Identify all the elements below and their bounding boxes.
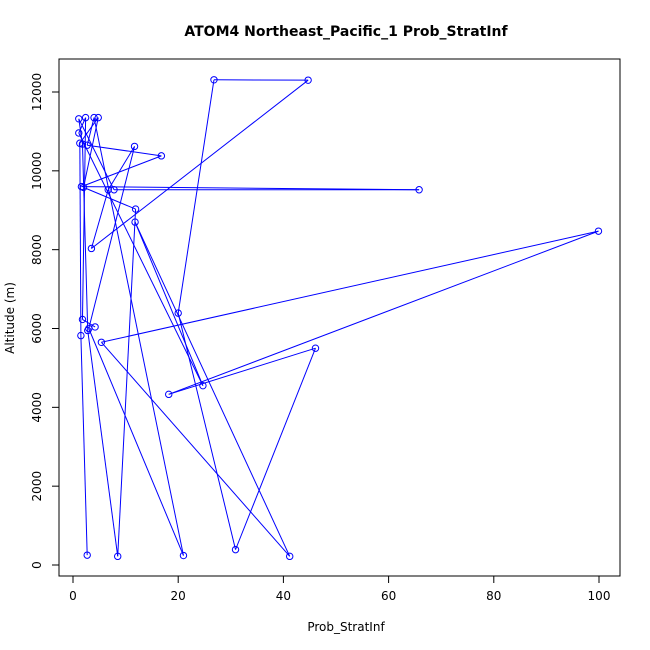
series-segment — [101, 341, 291, 557]
series-segment — [177, 313, 237, 550]
data-point — [110, 186, 118, 194]
data-point — [165, 390, 173, 399]
data-point — [594, 227, 603, 235]
series-segment — [90, 189, 109, 249]
y-tick-label: 12000 — [30, 73, 44, 111]
data-point — [94, 113, 102, 122]
x-axis-label: Prob_StratInf — [307, 620, 385, 634]
y-tick-label: 6000 — [30, 313, 44, 344]
series-segment — [117, 209, 137, 557]
series-segment — [78, 132, 204, 386]
series-segment — [81, 117, 87, 320]
series-segment — [83, 186, 136, 210]
data-point — [286, 552, 294, 561]
data-point — [199, 381, 207, 390]
x-tick-label: 40 — [276, 589, 291, 603]
x-tick-label: 20 — [171, 589, 186, 603]
data-point — [75, 129, 83, 137]
x-tick-label: 100 — [588, 589, 611, 603]
series-segment — [235, 348, 316, 550]
chart-title: ATOM4 Northeast_Pacific_1 Prob_StratInf — [184, 24, 508, 40]
series-segment — [134, 221, 204, 386]
data-point — [77, 182, 86, 191]
series-segment — [83, 117, 99, 188]
x-tick-label: 0 — [69, 589, 77, 603]
data-point — [77, 331, 85, 340]
data-point — [157, 152, 166, 160]
y-tick-label: 0 — [30, 561, 44, 569]
x-axis: 0 20 40 60 80 100 — [69, 575, 611, 603]
data-point — [210, 76, 218, 84]
series-segment — [81, 186, 420, 191]
series-segment — [82, 319, 96, 328]
y-tick-label: 2000 — [30, 471, 44, 502]
y-tick-label: 8000 — [30, 234, 44, 265]
series-segment — [93, 117, 184, 556]
series-segment — [86, 117, 95, 146]
series-segment — [87, 330, 119, 557]
series-segment — [134, 221, 291, 557]
data-point — [97, 338, 106, 346]
y-axis-label: Altitude (m) — [3, 282, 17, 354]
series-segment — [79, 143, 82, 336]
data-point — [104, 186, 112, 194]
data-point — [91, 323, 99, 331]
data-point — [78, 315, 87, 324]
series-segment — [107, 146, 135, 191]
data-series — [75, 76, 603, 561]
data-point — [83, 551, 91, 559]
series-segment — [91, 79, 309, 249]
series-segment — [177, 79, 215, 314]
x-tick-label: 60 — [381, 589, 396, 603]
series-segment — [81, 144, 89, 331]
data-point — [304, 76, 312, 84]
series-segment — [80, 335, 88, 556]
data-point — [78, 140, 87, 148]
series-segment — [81, 155, 162, 188]
y-axis: 0 2000 4000 6000 8000 10000 12000 — [30, 73, 60, 569]
data-point — [90, 113, 98, 122]
data-point — [75, 115, 83, 123]
data-point — [114, 552, 122, 561]
series-segment — [168, 230, 599, 395]
data-point — [179, 551, 188, 560]
series-segment — [88, 146, 136, 329]
y-tick-label: 4000 — [30, 392, 44, 423]
data-point — [131, 205, 140, 213]
series-segment — [168, 347, 316, 395]
series-segment — [88, 328, 184, 556]
data-point — [231, 545, 240, 554]
series-segment — [101, 230, 599, 343]
data-point — [83, 141, 91, 149]
y-tick-label: 10000 — [30, 152, 44, 190]
x-tick-label: 80 — [486, 589, 501, 603]
data-point — [87, 244, 96, 253]
data-point — [131, 218, 139, 226]
data-point — [81, 113, 90, 122]
data-point — [174, 309, 182, 317]
data-point — [130, 142, 139, 151]
series-segment — [78, 118, 115, 190]
data-point — [415, 186, 423, 194]
data-point — [311, 344, 320, 352]
